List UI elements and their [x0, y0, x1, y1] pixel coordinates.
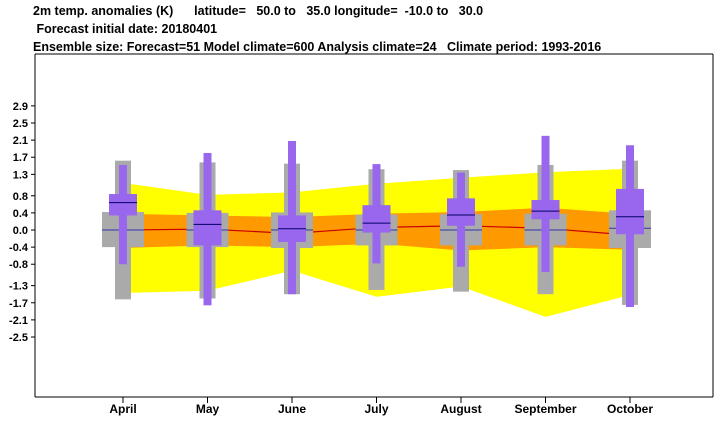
x-tick-label: September	[514, 402, 576, 416]
x-tick-label: October	[607, 402, 653, 416]
y-tick-label: 2.1	[13, 135, 28, 147]
y-tick-label: 2.5	[13, 118, 28, 130]
header-title-line: 2m temp. anomalies (K) latitude= 50.0 to…	[33, 4, 484, 18]
header-ensemble-info: Ensemble size: Forecast=51 Model climate…	[33, 40, 602, 54]
forecast-box	[109, 194, 137, 216]
y-tick-label: -1.7	[9, 298, 28, 310]
forecast-box	[531, 200, 560, 220]
forecast-box	[616, 188, 644, 235]
y-tick-label: -2.5	[9, 332, 28, 344]
y-tick-label: 2.9	[13, 101, 28, 113]
forecast-box	[193, 210, 222, 246]
y-tick-label: -1.3	[9, 281, 28, 293]
forecast-box	[362, 205, 391, 233]
x-tick-label: June	[278, 402, 306, 416]
forecast-box	[447, 198, 475, 226]
x-tick-label: August	[440, 402, 481, 416]
x-tick-label: July	[364, 402, 388, 416]
y-tick-label: 1.3	[13, 169, 28, 181]
x-tick-label: April	[109, 402, 136, 416]
header-forecast-date: Forecast initial date: 20180401	[33, 22, 218, 36]
y-tick-label: 1.7	[13, 152, 28, 164]
x-tick-label: May	[196, 402, 220, 416]
y-tick-label: -2.1	[9, 315, 28, 327]
y-tick-label: -0.8	[9, 259, 28, 271]
y-tick-label: 0.0	[13, 225, 28, 237]
y-tick-label: -0.4	[9, 242, 29, 254]
y-tick-label: 0.8	[13, 191, 28, 203]
y-tick-label: 0.4	[13, 208, 29, 220]
